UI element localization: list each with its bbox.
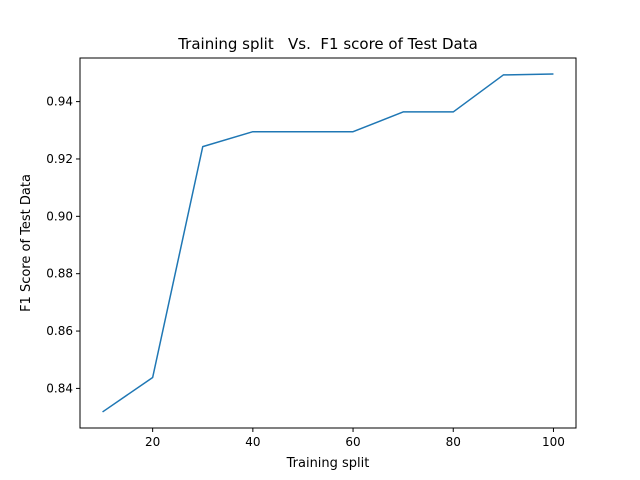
y-tick-label: 0.86: [46, 324, 73, 338]
y-tick-label: 0.94: [46, 95, 73, 109]
x-axis: 20 40 60 80 100: [145, 428, 565, 449]
x-tick-label: 100: [542, 435, 565, 449]
chart-title: Training split Vs. F1 score of Test Data: [177, 35, 478, 53]
y-tick-label: 0.88: [46, 267, 73, 281]
y-tick-label: 0.84: [46, 381, 73, 395]
y-tick-label: 0.90: [46, 209, 73, 223]
x-axis-label: Training split: [286, 456, 370, 471]
y-axis: 0.84 0.86 0.88 0.90 0.92 0.94: [46, 95, 80, 395]
series-line: [102, 73, 554, 413]
x-tick-label: 20: [145, 435, 160, 449]
x-tick-label: 40: [245, 435, 260, 449]
y-tick-label: 0.92: [46, 152, 73, 166]
plot-area: [102, 73, 554, 413]
x-tick-label: 80: [446, 435, 461, 449]
x-tick-label: 60: [345, 435, 360, 449]
plot-frame: [79, 57, 577, 429]
y-axis-label: F1 Score of Test Data: [19, 174, 34, 312]
